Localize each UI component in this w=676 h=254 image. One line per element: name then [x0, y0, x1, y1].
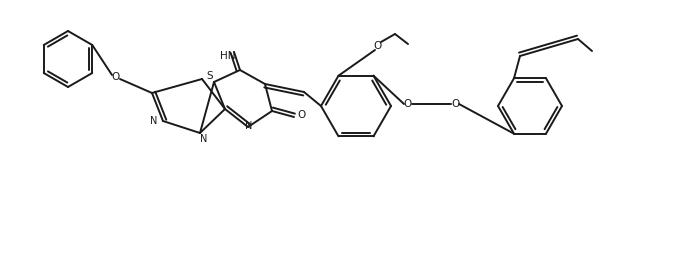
Text: N: N	[150, 116, 158, 126]
Text: HN: HN	[220, 51, 236, 61]
Text: N: N	[200, 134, 208, 144]
Text: O: O	[451, 99, 459, 109]
Text: O: O	[112, 72, 120, 82]
Text: O: O	[404, 99, 412, 109]
Text: O: O	[297, 110, 305, 120]
Text: O: O	[374, 41, 382, 51]
Text: S: S	[207, 71, 214, 81]
Text: N: N	[245, 121, 253, 131]
